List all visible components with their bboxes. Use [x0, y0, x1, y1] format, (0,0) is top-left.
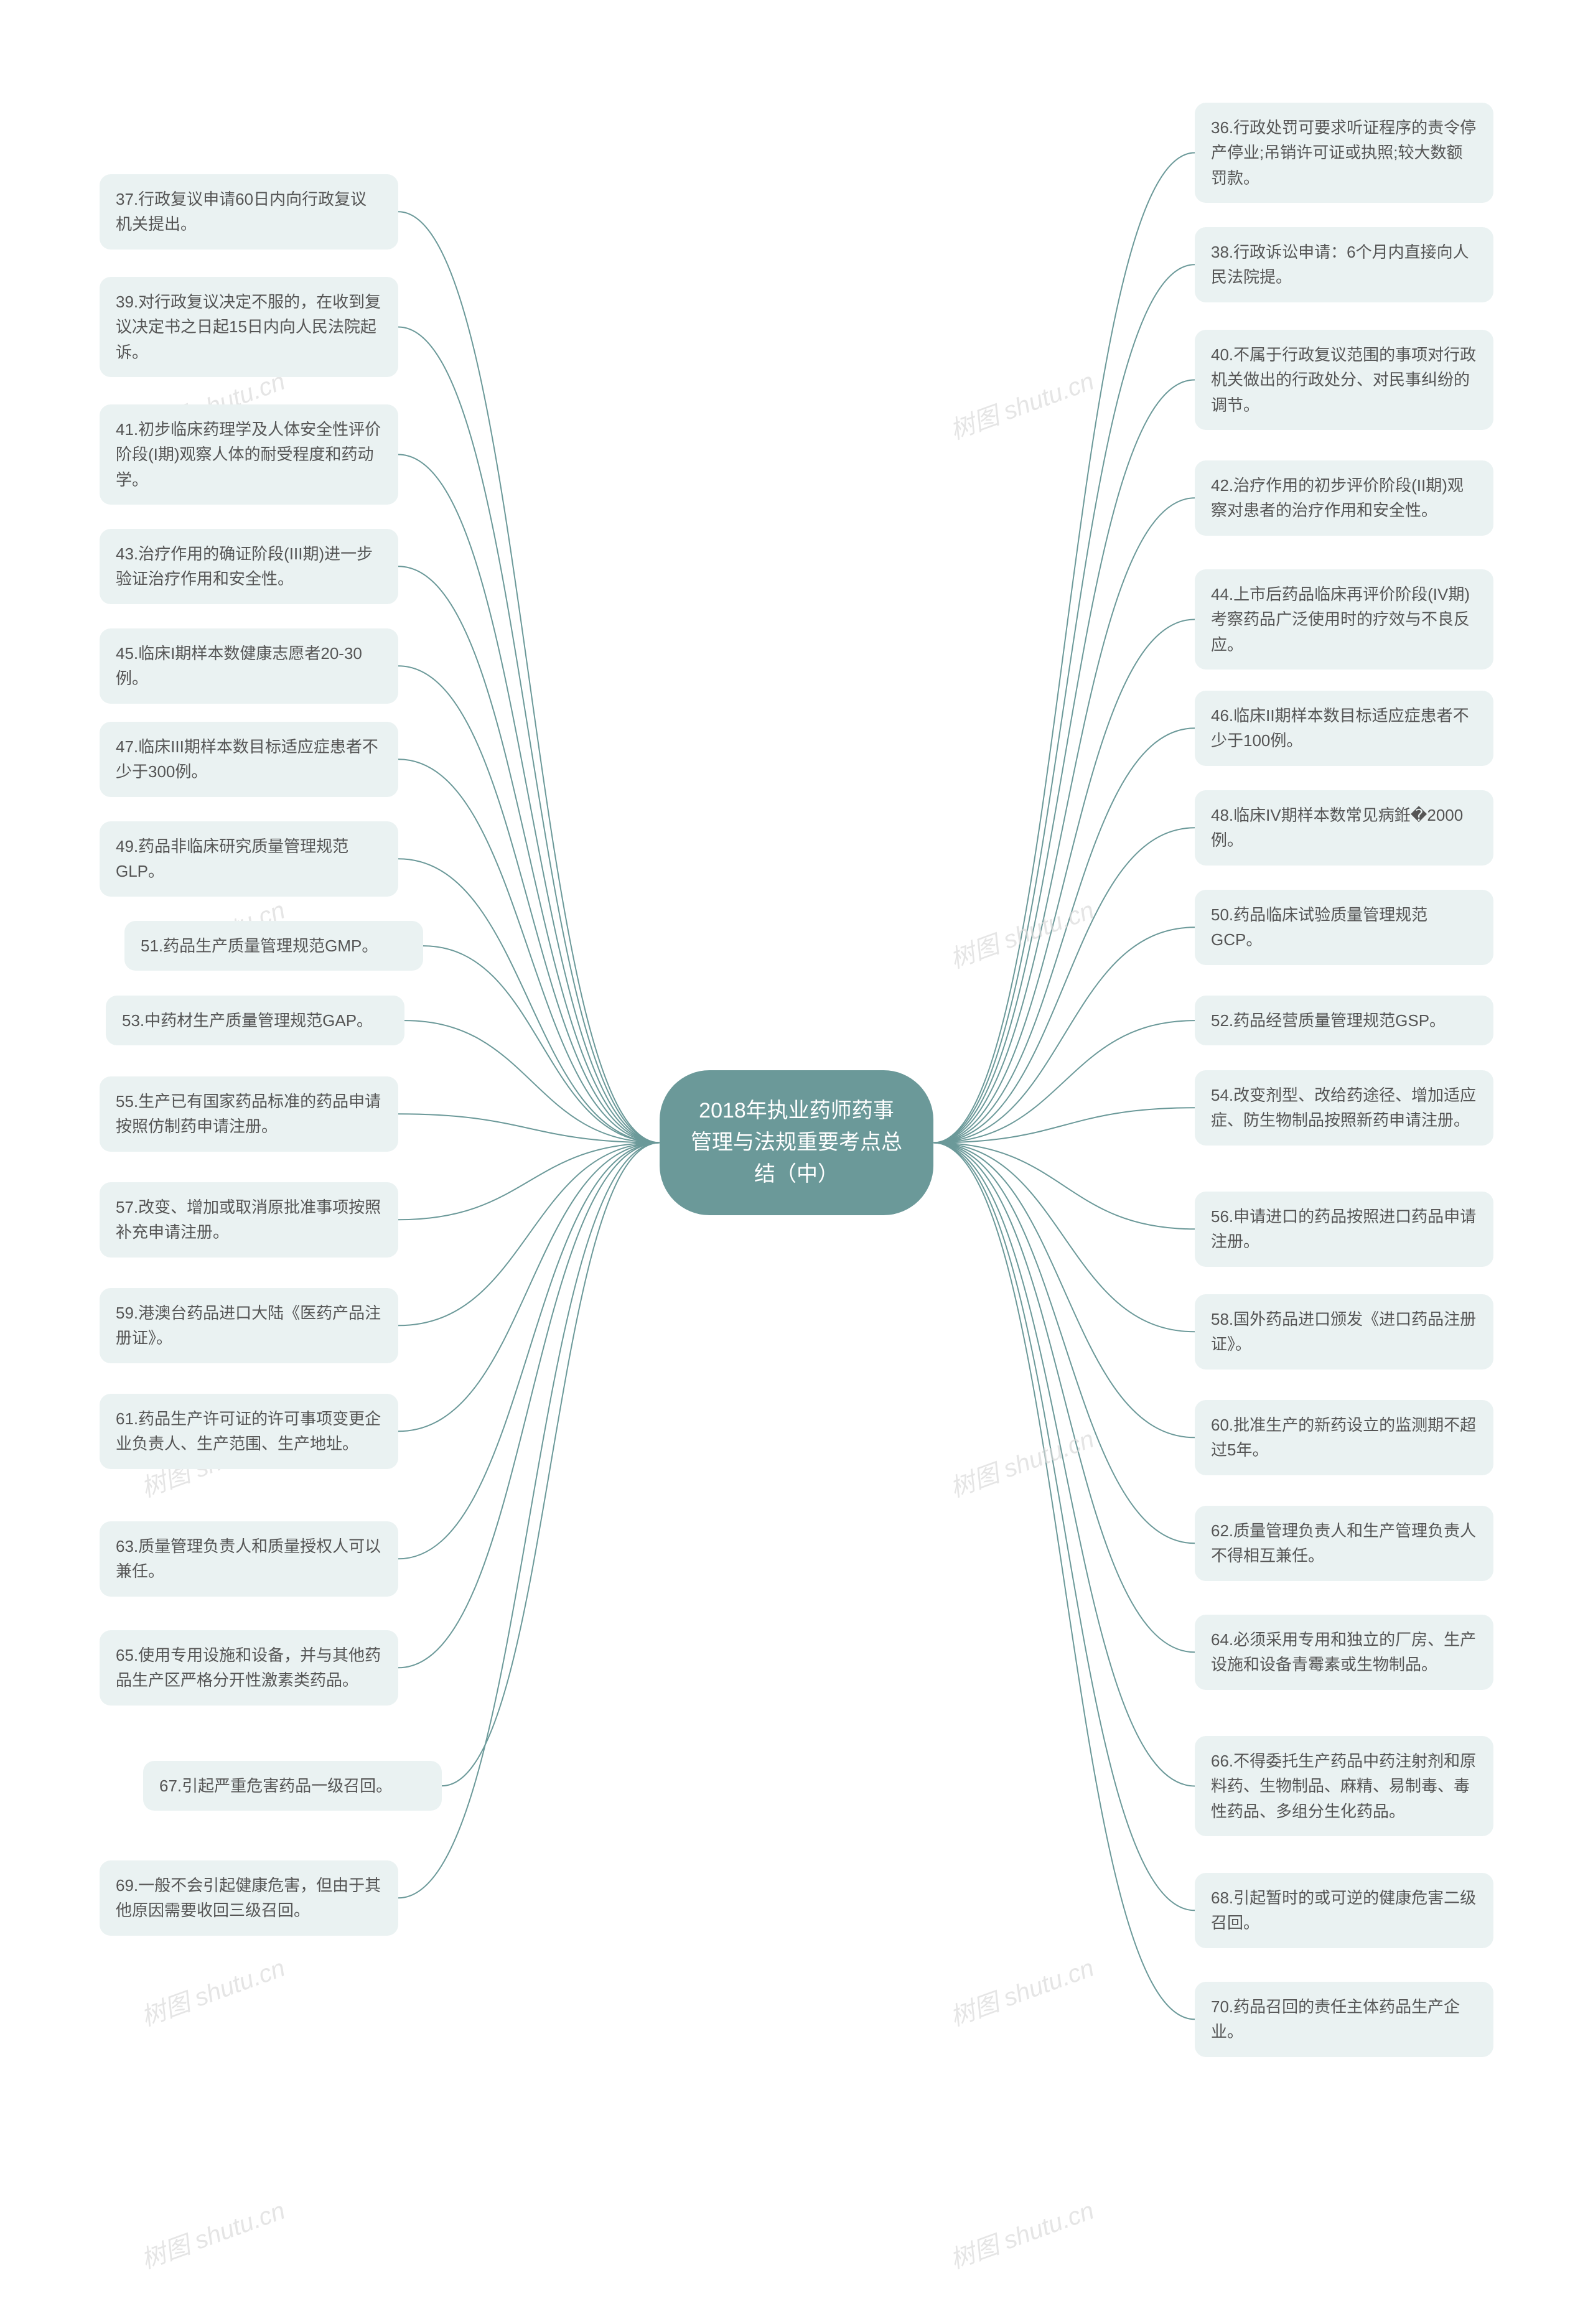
leaf-node: 53.中药材生产质量管理规范GAP。 [106, 996, 404, 1045]
leaf-node: 56.申请进口的药品按照进口药品申请注册。 [1195, 1192, 1493, 1267]
leaf-node: 63.质量管理负责人和质量授权人可以兼任。 [100, 1521, 398, 1597]
edge [933, 1143, 1195, 1786]
edge [933, 380, 1195, 1142]
leaf-node-text: 49.药品非临床研究质量管理规范GLP。 [116, 837, 348, 880]
leaf-node-text: 61.药品生产许可证的许可事项变更企业负责人、生产范围、生产地址。 [116, 1409, 381, 1453]
leaf-node-text: 45.临床I期样本数健康志愿者20-30例。 [116, 644, 362, 688]
edge [933, 828, 1195, 1142]
leaf-node-text: 62.质量管理负责人和生产管理负责人不得相互兼任。 [1211, 1521, 1476, 1565]
edge [933, 1143, 1195, 1653]
leaf-node-text: 70.药品召回的责任主体药品生产企业。 [1211, 1997, 1460, 2041]
leaf-node-text: 57.改变、增加或取消原批准事项按照补充申请注册。 [116, 1198, 381, 1241]
leaf-node: 70.药品召回的责任主体药品生产企业。 [1195, 1982, 1493, 2057]
leaf-node: 68.引起暂时的或可逆的健康危害二级召回。 [1195, 1873, 1493, 1948]
leaf-node: 46.临床II期样本数目标适应症患者不少于100例。 [1195, 691, 1493, 766]
edge [398, 327, 660, 1142]
edge [933, 619, 1195, 1142]
leaf-node: 43.治疗作用的确证阶段(III期)进一步验证治疗作用和安全性。 [100, 529, 398, 604]
edge [933, 1143, 1195, 1332]
edge [933, 1143, 1195, 1544]
leaf-node-text: 44.上市后药品临床再评价阶段(IV期)考察药品广泛使用时的疗效与不良反应。 [1211, 585, 1470, 654]
leaf-node-text: 68.引起暂时的或可逆的健康危害二级召回。 [1211, 1888, 1476, 1932]
leaf-node-text: 64.必须采用专用和独立的厂房、生产设施和设备青霉素或生物制品。 [1211, 1630, 1476, 1674]
leaf-node: 49.药品非临床研究质量管理规范GLP。 [100, 821, 398, 897]
leaf-node-text: 50.药品临床试验质量管理规范GCP。 [1211, 905, 1427, 949]
leaf-node: 55.生产已有国家药品标准的药品申请按照仿制药申请注册。 [100, 1076, 398, 1152]
leaf-node: 45.临床I期样本数健康志愿者20-30例。 [100, 628, 398, 704]
leaf-node-text: 48.临床IV期样本数常见病銋�2000例。 [1211, 806, 1463, 849]
leaf-node: 50.药品临床试验质量管理规范GCP。 [1195, 890, 1493, 965]
leaf-node: 48.临床IV期样本数常见病銋�2000例。 [1195, 790, 1493, 866]
leaf-node-text: 54.改变剂型、改给药途径、增加适应症、防生物制品按照新药申请注册。 [1211, 1086, 1476, 1129]
leaf-node: 69.一般不会引起健康危害，但由于其他原因需要收回三级召回。 [100, 1860, 398, 1936]
leaf-node: 47.临床III期样本数目标适应症患者不少于300例。 [100, 722, 398, 797]
leaf-node: 52.药品经营质量管理规范GSP。 [1195, 996, 1493, 1045]
edge [933, 1143, 1195, 1438]
leaf-node: 67.引起严重危害药品一级召回。 [143, 1761, 442, 1811]
leaf-node-text: 53.中药材生产质量管理规范GAP。 [122, 1011, 373, 1030]
edge [398, 1143, 660, 1220]
leaf-node: 61.药品生产许可证的许可事项变更企业负责人、生产范围、生产地址。 [100, 1394, 398, 1469]
leaf-node-text: 47.临床III期样本数目标适应症患者不少于300例。 [116, 737, 378, 781]
leaf-node: 40.不属于行政复议范围的事项对行政机关做出的行政处分、对民事纠纷的调节。 [1195, 330, 1493, 430]
leaf-node-text: 43.治疗作用的确证阶段(III期)进一步验证治疗作用和安全性。 [116, 544, 373, 588]
leaf-node-text: 55.生产已有国家药品标准的药品申请按照仿制药申请注册。 [116, 1092, 381, 1136]
center-node: 2018年执业药师药事管理与法规重要考点总结（中） [660, 1070, 933, 1215]
edge [398, 759, 660, 1142]
leaf-node: 59.港澳台药品进口大陆《医药产品注册证》。 [100, 1288, 398, 1363]
edge [398, 566, 660, 1142]
leaf-node: 38.行政诉讼申请：6个月内直接向人民法院提。 [1195, 227, 1493, 302]
leaf-node: 54.改变剂型、改给药途径、增加适应症、防生物制品按照新药申请注册。 [1195, 1070, 1493, 1146]
leaf-node-text: 40.不属于行政复议范围的事项对行政机关做出的行政处分、对民事纠纷的调节。 [1211, 345, 1476, 414]
leaf-node: 66.不得委托生产药品中药注射剂和原料药、生物制品、麻精、易制毒、毒性药品、多组… [1195, 1736, 1493, 1836]
edge [933, 1143, 1195, 1230]
leaf-node: 41.初步临床药理学及人体安全性评价阶段(I期)观察人体的耐受程度和药动学。 [100, 404, 398, 505]
leaf-node-text: 59.港澳台药品进口大陆《医药产品注册证》。 [116, 1304, 381, 1347]
leaf-node: 62.质量管理负责人和生产管理负责人不得相互兼任。 [1195, 1506, 1493, 1581]
leaf-node-text: 36.行政处罚可要求听证程序的责令停产停业;吊销许可证或执照;较大数额罚款。 [1211, 118, 1476, 187]
edge [933, 1143, 1195, 1911]
leaf-node-text: 69.一般不会引起健康危害，但由于其他原因需要收回三级召回。 [116, 1876, 381, 1920]
leaf-node-text: 65.使用专用设施和设备，并与其他药品生产区严格分开性激素类药品。 [116, 1646, 381, 1689]
edge [933, 927, 1195, 1142]
leaf-node: 65.使用专用设施和设备，并与其他药品生产区严格分开性激素类药品。 [100, 1630, 398, 1706]
leaf-node: 64.必须采用专用和独立的厂房、生产设施和设备青霉素或生物制品。 [1195, 1615, 1493, 1690]
edge [398, 859, 660, 1142]
leaf-node-text: 42.治疗作用的初步评价阶段(II期)观察对患者的治疗作用和安全性。 [1211, 476, 1464, 520]
leaf-node: 58.国外药品进口颁发《进口药品注册证》。 [1195, 1294, 1493, 1370]
leaf-node-text: 58.国外药品进口颁发《进口药品注册证》。 [1211, 1310, 1476, 1353]
edge [933, 264, 1195, 1142]
edge [933, 1143, 1195, 2020]
leaf-node-text: 39.对行政复议决定不服的，在收到复议决定书之日起15日内向人民法院起诉。 [116, 292, 381, 362]
edge [933, 498, 1195, 1142]
leaf-node-text: 37.行政复议申请60日内向行政复议机关提出。 [116, 190, 367, 233]
edge [398, 1143, 660, 1559]
edge [398, 1143, 660, 1326]
leaf-node-text: 52.药品经营质量管理规范GSP。 [1211, 1011, 1446, 1030]
leaf-node: 36.行政处罚可要求听证程序的责令停产停业;吊销许可证或执照;较大数额罚款。 [1195, 103, 1493, 203]
leaf-node: 57.改变、增加或取消原批准事项按照补充申请注册。 [100, 1182, 398, 1258]
leaf-node: 44.上市后药品临床再评价阶段(IV期)考察药品广泛使用时的疗效与不良反应。 [1195, 569, 1493, 670]
leaf-node-text: 66.不得委托生产药品中药注射剂和原料药、生物制品、麻精、易制毒、毒性药品、多组… [1211, 1752, 1476, 1821]
edge [423, 946, 660, 1142]
edge [398, 454, 660, 1142]
leaf-node: 60.批准生产的新药设立的监测期不超过5年。 [1195, 1400, 1493, 1475]
center-node-text: 2018年执业药师药事管理与法规重要考点总结（中） [691, 1099, 902, 1186]
leaf-node-text: 60.批准生产的新药设立的监测期不超过5年。 [1211, 1416, 1476, 1459]
edge [933, 152, 1195, 1142]
leaf-node: 37.行政复议申请60日内向行政复议机关提出。 [100, 174, 398, 250]
leaf-node-text: 63.质量管理负责人和质量授权人可以兼任。 [116, 1537, 381, 1580]
edge [398, 212, 660, 1142]
edge [398, 1143, 660, 1432]
leaf-node-text: 67.引起严重危害药品一级召回。 [159, 1776, 392, 1795]
leaf-node-text: 56.申请进口的药品按照进口药品申请注册。 [1211, 1207, 1476, 1251]
leaf-node-text: 51.药品生产质量管理规范GMP。 [141, 936, 378, 955]
leaf-node: 39.对行政复议决定不服的，在收到复议决定书之日起15日内向人民法院起诉。 [100, 277, 398, 377]
leaf-node-text: 38.行政诉讼申请：6个月内直接向人民法院提。 [1211, 243, 1469, 286]
leaf-node: 42.治疗作用的初步评价阶段(II期)观察对患者的治疗作用和安全性。 [1195, 460, 1493, 536]
leaf-node-text: 46.临床II期样本数目标适应症患者不少于100例。 [1211, 706, 1469, 750]
leaf-node: 51.药品生产质量管理规范GMP。 [124, 921, 423, 971]
leaf-node-text: 41.初步临床药理学及人体安全性评价阶段(I期)观察人体的耐受程度和药动学。 [116, 420, 381, 489]
